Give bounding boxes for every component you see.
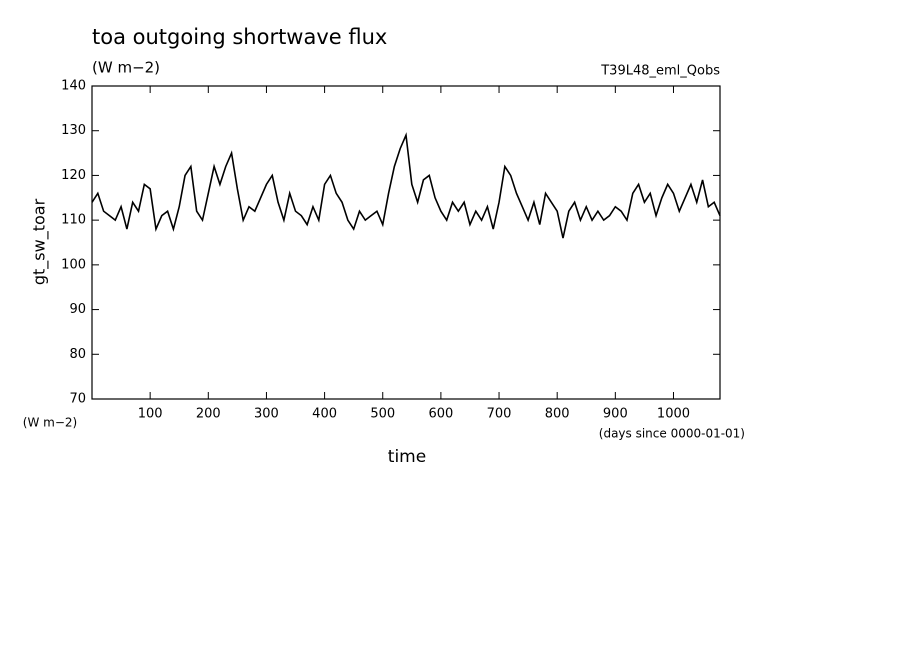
- series-line: [91, 132, 721, 239]
- y-tick-label: 110: [61, 213, 86, 228]
- y-tick-label: 120: [61, 168, 86, 183]
- x-tick-label: 100: [138, 407, 163, 422]
- subtitle: (W m−2): [92, 59, 160, 77]
- x-tick-label: 800: [545, 407, 570, 422]
- x-tick-label: 700: [487, 407, 512, 422]
- x-tick-label: 300: [254, 407, 279, 422]
- x-tick-label: 900: [603, 407, 628, 422]
- y-tick-label: 80: [69, 347, 86, 362]
- y-tick-label: 140: [61, 79, 86, 94]
- plot-frame: [91, 85, 721, 400]
- x-tick-label: 600: [428, 407, 453, 422]
- annotation: T39L48_eml_Qobs: [600, 64, 720, 79]
- y-unit: (W m−2): [23, 416, 77, 430]
- y-tick-label: 90: [69, 302, 86, 317]
- y-tick-label: 70: [69, 392, 86, 407]
- x-tick-label: 200: [196, 407, 221, 422]
- x-tick-label: 1000: [657, 407, 690, 422]
- chart-title: toa outgoing shortwave flux: [92, 25, 387, 49]
- y-tick-label: 130: [61, 123, 86, 138]
- y-tick-label: 100: [61, 257, 86, 272]
- x-unit: (days since 0000-01-01): [599, 427, 745, 441]
- y-axis-label: gt_sw_toar: [30, 198, 50, 285]
- x-axis-label: time: [388, 447, 426, 467]
- x-tick-label: 500: [370, 407, 395, 422]
- x-tick-label: 400: [312, 407, 337, 422]
